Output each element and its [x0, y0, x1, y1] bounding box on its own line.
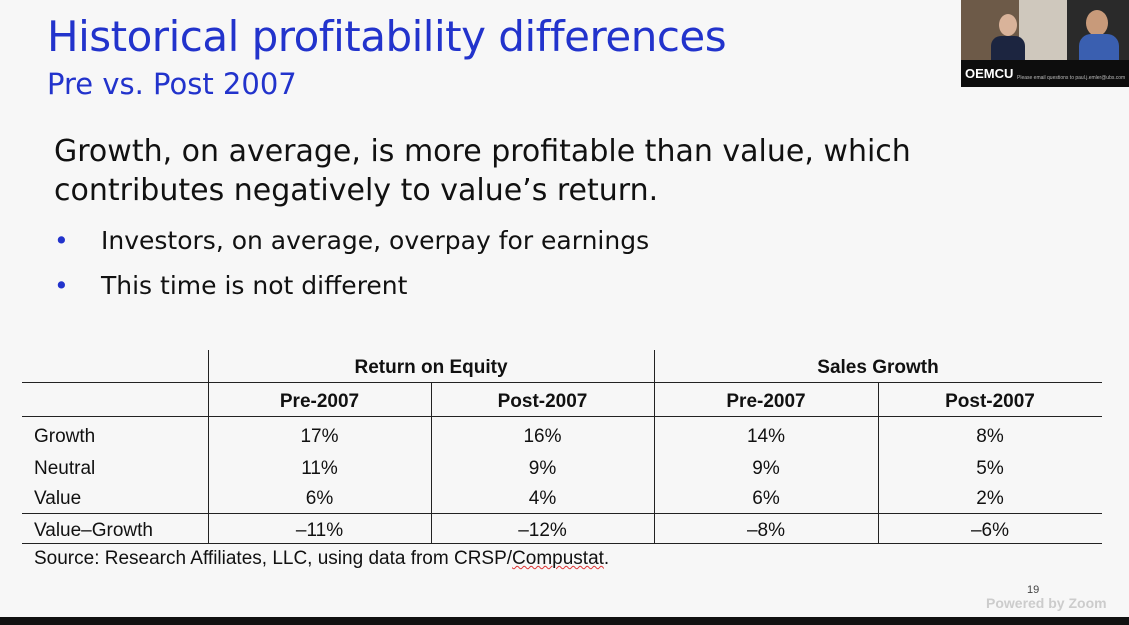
- speaker-head: [999, 14, 1017, 36]
- table-divider: [878, 382, 879, 543]
- table-cell: 11%: [301, 458, 338, 479]
- table-cell: 16%: [523, 426, 562, 447]
- speaker-figure: [991, 14, 1025, 60]
- speaker-body: [991, 36, 1025, 60]
- bullet-dot-icon: •: [54, 226, 69, 255]
- participant-message: Please email questions to paul.j.emler@u…: [1017, 75, 1126, 81]
- slide-title: Historical profitability differences: [47, 12, 727, 61]
- bottom-edge-bar: [0, 617, 1129, 625]
- body-line-2: contributes negatively to value’s return…: [54, 173, 659, 208]
- table-cell: 17%: [300, 426, 339, 447]
- header-sales-growth: Sales Growth: [817, 357, 939, 378]
- bullet-text: Investors, on average, overpay for earni…: [101, 226, 650, 255]
- bullet-dot-icon: •: [54, 271, 69, 300]
- slide-body-text: Growth, on average, is more profitable t…: [54, 132, 911, 210]
- second-person-head: [1086, 10, 1108, 36]
- bullet-item: • This time is not different: [54, 271, 407, 300]
- table-cell: –11%: [295, 520, 344, 541]
- row-label-value: Value: [34, 488, 82, 509]
- video-name-bar: [961, 60, 1129, 87]
- table-cell: 6%: [305, 488, 334, 509]
- table-cell: –6%: [970, 520, 1010, 541]
- row-label-growth: Growth: [34, 426, 96, 447]
- table-rule: [22, 543, 1102, 544]
- table-rule: [22, 416, 1102, 417]
- table-rule: [22, 513, 1102, 514]
- table-cell: 9%: [528, 458, 557, 479]
- source-spellcheck-word: Compustat: [512, 548, 604, 569]
- bullet-text: This time is not different: [101, 271, 408, 300]
- table-cell: –12%: [518, 520, 567, 541]
- table-cell: 9%: [752, 458, 780, 479]
- subheader-roe-pre-2007: Pre-2007: [279, 391, 360, 412]
- body-line-1: Growth, on average, is more profitable t…: [54, 134, 911, 169]
- table-cell: –8%: [746, 520, 786, 541]
- table-rule: [22, 382, 1102, 383]
- table-cell: 4%: [528, 488, 557, 509]
- source-period: .: [603, 548, 610, 569]
- row-label-neutral: Neutral: [34, 458, 96, 479]
- subheader-roe-post-2007: Post-2007: [497, 391, 588, 412]
- table-divider: [654, 350, 655, 543]
- video-background: [1019, 0, 1067, 60]
- header-return-on-equity: Return on Equity: [354, 357, 508, 378]
- second-person-body: [1079, 34, 1119, 60]
- slide-number: 19: [1027, 584, 1040, 596]
- participant-video-tile[interactable]: OEMCU Please email questions to paul.j.e…: [961, 0, 1129, 87]
- table-cell: 2%: [976, 488, 1004, 509]
- bullet-item: • Investors, on average, overpay for earn…: [54, 226, 649, 255]
- source-note: Source: Research Affiliates, LLC, using …: [34, 548, 609, 570]
- table-divider: [208, 350, 209, 543]
- zoom-watermark: Powered by Zoom: [986, 595, 1107, 611]
- table-cell: 14%: [746, 426, 786, 447]
- slide-subtitle: Pre vs. Post 2007: [47, 67, 297, 101]
- table-divider: [431, 382, 432, 543]
- subheader-sg-post-2007: Post-2007: [945, 391, 1035, 412]
- table-cell: 8%: [976, 426, 1004, 447]
- table-cell: 6%: [752, 488, 780, 509]
- row-label-value-growth: Value–Growth: [34, 520, 153, 541]
- table-cell: 5%: [976, 458, 1004, 479]
- participant-name: OEMCU: [965, 66, 1014, 81]
- subheader-sg-pre-2007: Pre-2007: [726, 391, 806, 412]
- source-text: Source: Research Affiliates, LLC, using …: [34, 548, 513, 569]
